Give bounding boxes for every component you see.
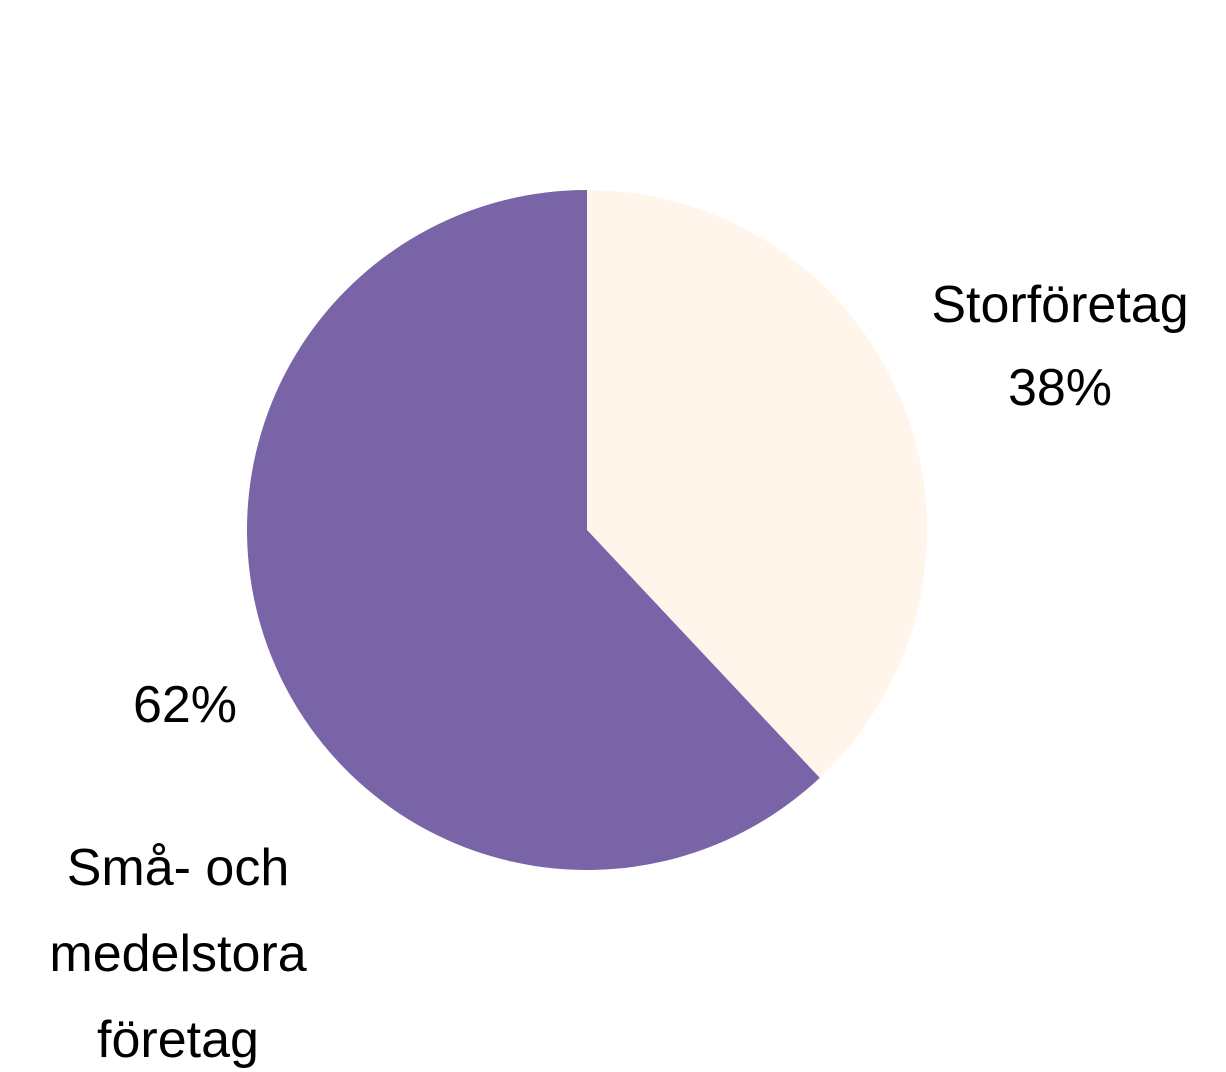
slice-label: Små- och medelstora företag xyxy=(49,839,307,1069)
value-label: 38% xyxy=(1007,359,1113,417)
value-label: 62% xyxy=(132,676,238,734)
pie-slice xyxy=(247,190,820,871)
pie-slice xyxy=(587,190,928,778)
slice-label: Storföretag xyxy=(931,276,1189,334)
